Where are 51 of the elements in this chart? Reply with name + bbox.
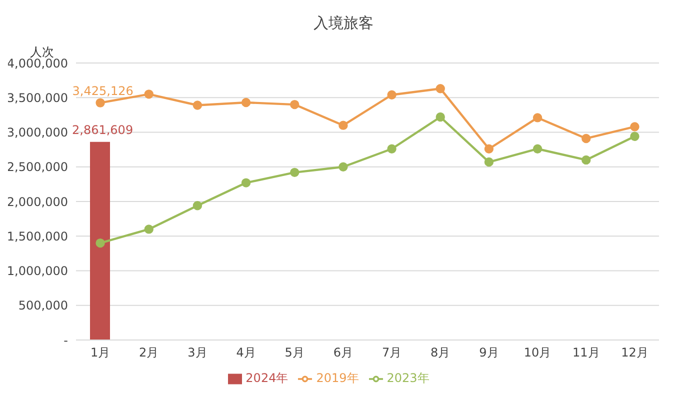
y-tick-label: 1,000,000 <box>6 264 68 278</box>
y-tick-label: 1,500,000 <box>6 229 68 244</box>
x-tick-label: 2月 <box>139 346 159 360</box>
x-tick-label: 5月 <box>284 346 304 360</box>
legend-label: 2019年 <box>316 371 359 385</box>
point <box>144 224 154 234</box>
chart-title: 入境旅客 <box>312 14 374 33</box>
x-tick-label: 8月 <box>430 346 450 360</box>
x-tick-label: 11月 <box>572 346 600 360</box>
point <box>630 132 640 142</box>
x-tick-label: 7月 <box>382 346 402 360</box>
x-tick-label: 9月 <box>479 346 499 360</box>
data-label: 2,861,609 <box>72 122 134 137</box>
point <box>582 155 591 165</box>
y-tick-label: 3,500,000 <box>6 90 68 105</box>
point <box>290 168 300 178</box>
point <box>338 162 348 172</box>
point <box>387 144 396 154</box>
x-tick-label: 3月 <box>188 346 208 360</box>
point <box>96 98 105 108</box>
point <box>290 100 300 110</box>
x-tick-label: 1月 <box>90 346 110 360</box>
y-tick-label: 2,500,000 <box>6 160 68 174</box>
point <box>241 98 251 108</box>
point <box>436 112 445 122</box>
point <box>582 134 591 144</box>
point <box>532 144 542 154</box>
point <box>630 122 640 132</box>
x-tick-label: 10月 <box>524 346 552 360</box>
point <box>96 238 105 248</box>
y-tick-label: 2,000,000 <box>6 194 68 209</box>
point <box>144 90 154 99</box>
point <box>532 113 542 122</box>
y-tick-label: 500,000 <box>18 298 68 313</box>
x-tick-label: 4月 <box>236 346 256 360</box>
legend-label: 2023年 <box>386 371 430 385</box>
point <box>387 90 396 100</box>
x-tick-label: 12月 <box>621 346 648 360</box>
point <box>436 84 445 94</box>
y-tick-label: 3,000,000 <box>6 126 68 140</box>
y-tick-label: - <box>64 333 68 348</box>
point <box>192 201 202 210</box>
point <box>484 144 494 154</box>
x-tick-label: 6月 <box>333 346 354 360</box>
point <box>338 120 348 130</box>
point <box>192 100 202 110</box>
y-axis-title: 人次 <box>30 44 54 59</box>
point <box>241 178 251 188</box>
data-label: 3,425,126 <box>72 84 134 98</box>
legend-label: 2024年 <box>246 371 288 385</box>
point <box>484 157 494 167</box>
